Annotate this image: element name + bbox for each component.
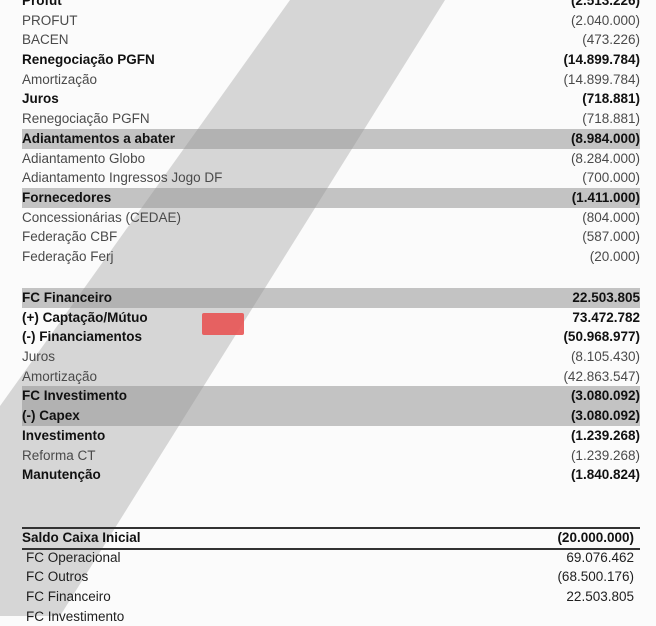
- row-value: (14.899.784): [563, 52, 640, 68]
- row-value: (1.840.824): [570, 467, 640, 483]
- table-row: BACEN (473.226): [22, 30, 640, 50]
- table-row: FC Investimento: [22, 607, 634, 626]
- table-row: Adiantamento Globo (8.284.000): [22, 149, 640, 169]
- debts-section: Profut (2.513.226) PROFUT (2.040.000) BACEN (…: [22, 0, 640, 267]
- table-row: Saldo Caixa Inicial (20.000.000): [22, 528, 634, 548]
- table-row: Juros (718.881): [22, 89, 640, 109]
- table-row: Adiantamento Ingressos Jogo DF (700.000): [22, 168, 640, 188]
- row-label: Adiantamentos a abater: [22, 130, 176, 146]
- row-label: Investimento: [22, 427, 106, 443]
- row-label: Renegociação PGFN: [22, 52, 155, 68]
- row-label: Adiantamento Ingressos Jogo DF: [22, 170, 223, 186]
- row-value: (8.984.000): [570, 130, 640, 146]
- row-label: Amortização: [22, 368, 98, 384]
- row-label: Renegociação PGFN: [22, 111, 150, 127]
- row-label: Adiantamento Globo: [22, 150, 146, 166]
- cash-summary-section: Saldo Caixa Inicial (20.000.000) FC Operac…: [22, 528, 634, 626]
- row-label: Fornecedores: [22, 189, 112, 205]
- table-row: FC Investimento (3.080.092): [22, 386, 640, 407]
- row-value: (2.040.000): [570, 12, 640, 28]
- row-value: (8.284.000): [570, 150, 640, 166]
- row-value: (718.881): [582, 91, 640, 107]
- row-value: 69.076.462: [566, 549, 634, 565]
- row-value: (68.500.176): [557, 569, 634, 585]
- table-row: PROFUT (2.040.000): [22, 11, 640, 31]
- row-value: (804.000): [582, 209, 640, 225]
- row-label: PROFUT: [22, 12, 78, 28]
- row-label: Amortização: [22, 71, 98, 87]
- row-label: FC Financeiro: [22, 290, 113, 305]
- row-label: Reforma CT: [22, 447, 96, 463]
- table-row: Reforma CT (1.239.268): [22, 446, 640, 466]
- row-label: Manutenção: [22, 467, 101, 483]
- row-value: (473.226): [582, 32, 640, 48]
- table-row: Investimento (1.239.268): [22, 426, 640, 446]
- table-row: (-) Financiamentos (50.968.977): [22, 327, 640, 347]
- row-value: 22.503.805: [572, 290, 640, 305]
- row-label: FC Operacional: [26, 549, 121, 565]
- row-value: (3.080.092): [570, 408, 640, 424]
- table-row: Renegociação PGFN (718.881): [22, 109, 640, 129]
- row-label: BACEN: [22, 32, 69, 48]
- row-label: Juros: [22, 91, 59, 107]
- table-row: Federação Ferj (20.000): [22, 247, 640, 267]
- table-row: (+) Captação/Mútuo 73.472.782: [22, 308, 640, 328]
- table-row: Amortização (42.863.547): [22, 367, 640, 387]
- row-value: 73.472.782: [572, 309, 640, 325]
- table-row: FC Outros (68.500.176): [22, 567, 634, 587]
- row-value: (20.000.000): [557, 530, 634, 545]
- financing-investment-section: FC Financeiro 22.503.805 (+) Captação/Mútu…: [22, 288, 640, 485]
- rule-top: [22, 527, 640, 529]
- table-row: FC Financeiro 22.503.805: [22, 288, 640, 308]
- row-value: (718.881): [582, 111, 640, 127]
- table-row: Amortização (14.899.784): [22, 70, 640, 90]
- table-row: FC Operacional 69.076.462: [22, 548, 634, 568]
- row-value: (20.000): [589, 248, 640, 264]
- row-label: FC Investimento: [26, 608, 125, 624]
- table-row: Federação CBF (587.000): [22, 227, 640, 247]
- table-row: (-) Capex (3.080.092): [22, 406, 640, 426]
- row-value: (700.000): [582, 170, 640, 186]
- table-row: Manutenção (1.840.824): [22, 465, 640, 485]
- row-label: Profut: [22, 0, 62, 8]
- table-row: FC Financeiro 22.503.805: [22, 587, 634, 607]
- table-row: Concessionárias (CEDAE) (804.000): [22, 208, 640, 228]
- row-label: (-) Capex: [22, 408, 80, 424]
- row-value: (3.080.092): [570, 388, 640, 404]
- row-value: (587.000): [582, 229, 640, 245]
- row-value: 22.503.805: [566, 589, 634, 605]
- row-label: FC Financeiro: [26, 589, 111, 605]
- row-label: Federação Ferj: [22, 248, 114, 264]
- row-value: (1.239.268): [570, 427, 640, 443]
- table-row: Juros (8.105.430): [22, 347, 640, 367]
- row-value: (14.899.784): [563, 71, 640, 87]
- row-label: FC Investimento: [22, 388, 128, 404]
- row-label: Federação CBF: [22, 229, 118, 245]
- table-row: Profut (2.513.226): [22, 0, 640, 11]
- row-label: Saldo Caixa Inicial: [22, 530, 141, 545]
- red-highlight-mark: [202, 313, 244, 335]
- row-label: (+) Captação/Mútuo: [22, 309, 148, 325]
- table-row: Renegociação PGFN (14.899.784): [22, 50, 640, 70]
- table-row: Fornecedores (1.411.000): [22, 187, 640, 208]
- row-value: (1.411.000): [571, 189, 640, 205]
- row-value: (50.968.977): [563, 329, 640, 345]
- row-label: Concessionárias (CEDAE): [22, 209, 182, 225]
- row-label: FC Outros: [26, 569, 89, 585]
- row-value: (1.239.268): [570, 447, 640, 463]
- rule-bottom: [22, 548, 640, 550]
- row-label: (-) Financiamentos: [22, 329, 143, 345]
- table-row: Adiantamentos a abater (8.984.000): [22, 128, 640, 149]
- row-value: (2.513.226): [570, 0, 640, 8]
- row-value: (42.863.547): [563, 368, 640, 384]
- row-value: (8.105.430): [570, 349, 640, 365]
- row-label: Juros: [22, 349, 56, 365]
